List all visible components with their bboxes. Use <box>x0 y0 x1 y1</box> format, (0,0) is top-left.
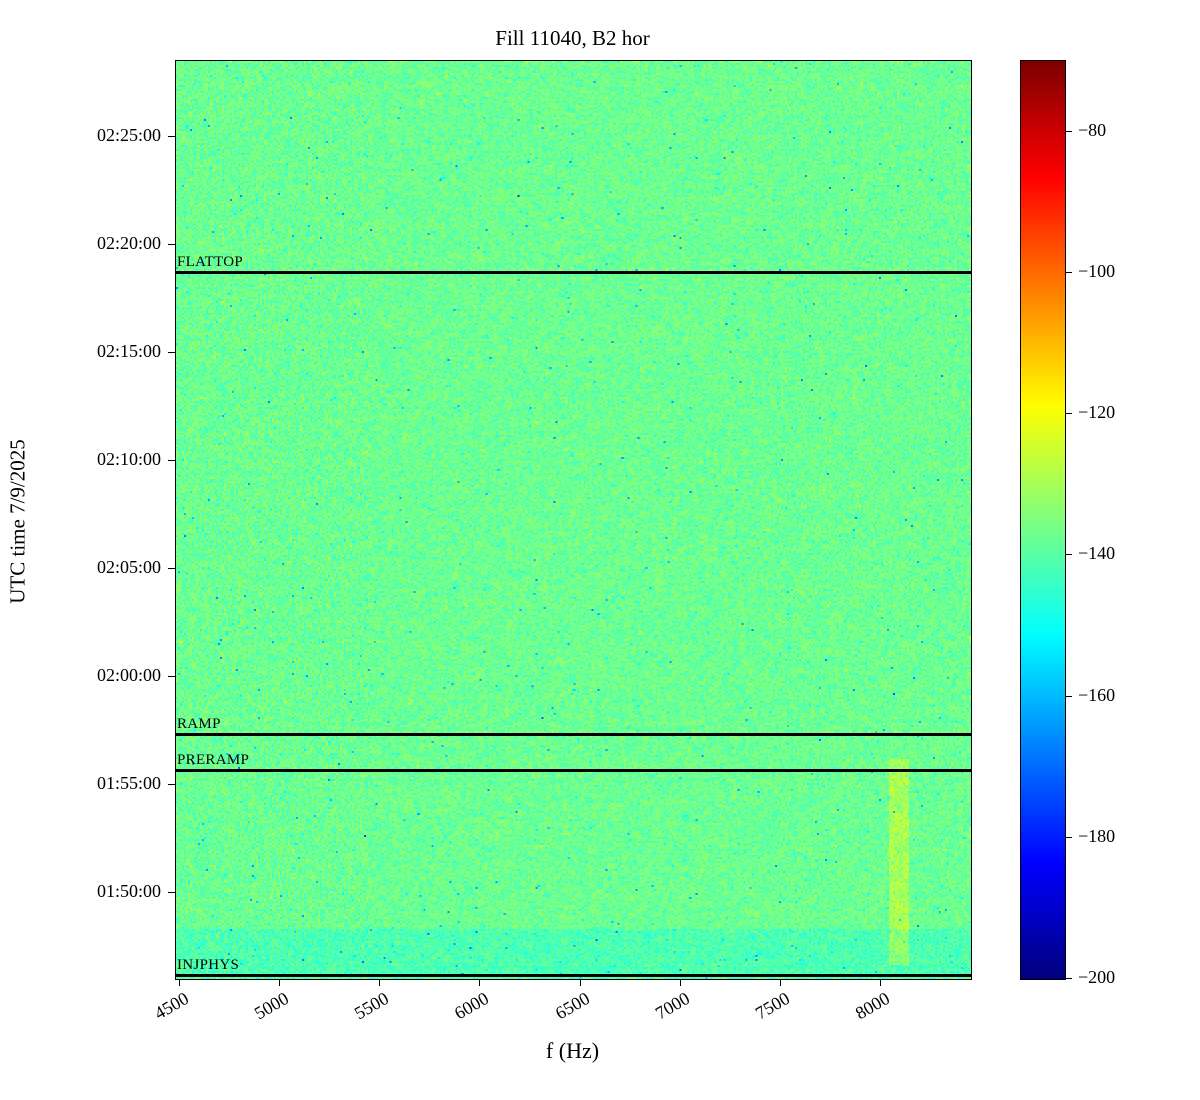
colorbar-tick-label: −80 <box>1078 119 1107 140</box>
y-tick-mark <box>168 783 175 785</box>
chart-title: Fill 11040, B2 hor <box>495 26 650 50</box>
y-axis-label: UTC time 7/9/2025 <box>5 439 30 604</box>
x-axis-label: f (Hz) <box>545 1038 600 1063</box>
y-tick-label: 01:50:00 <box>96 880 161 901</box>
x-tick-mark <box>579 979 581 986</box>
colorbar-tick-mark <box>1065 836 1072 838</box>
beam-mode-label-injphys: INJPHYS <box>177 956 240 973</box>
y-tick-label: 02:20:00 <box>96 232 161 253</box>
y-tick-mark <box>168 459 175 461</box>
spectrogram-plot <box>175 60 972 980</box>
y-tick-mark <box>168 891 175 893</box>
x-tick-mark <box>379 979 381 986</box>
colorbar-tick-mark <box>1065 130 1072 132</box>
colorbar-tick-label: −180 <box>1078 825 1116 846</box>
colorbar-tick-mark <box>1065 978 1072 979</box>
y-tick-mark <box>168 243 175 245</box>
y-tick-label: 02:25:00 <box>96 124 161 145</box>
x-tick-mark <box>679 979 681 986</box>
colorbar-tick-label: −160 <box>1078 684 1116 705</box>
y-tick-mark <box>168 351 175 353</box>
beam-mode-line-flattop <box>175 270 971 274</box>
y-tick-label: 01:55:00 <box>96 772 161 793</box>
x-tick-mark <box>879 979 881 986</box>
colorbar-tick-mark <box>1065 271 1072 273</box>
y-tick-label: 02:05:00 <box>96 556 161 577</box>
beam-mode-line-ramp <box>175 733 971 737</box>
y-tick-label: 02:15:00 <box>96 340 161 361</box>
y-tick-mark <box>168 567 175 569</box>
x-tick-mark <box>779 979 781 986</box>
colorbar-tick-label: −120 <box>1078 402 1116 423</box>
colorbar-canvas <box>1021 61 1065 979</box>
colorbar-tick-label: −100 <box>1078 260 1116 281</box>
beam-mode-line-preramp <box>175 769 971 773</box>
beam-mode-label-ramp: RAMP <box>177 716 221 733</box>
colorbar <box>1020 60 1066 980</box>
beam-mode-line-injphys <box>175 973 971 977</box>
beam-mode-label-preramp: PRERAMP <box>177 752 250 769</box>
colorbar-tick-label: −140 <box>1078 543 1116 564</box>
y-tick-label: 02:00:00 <box>96 664 161 685</box>
colorbar-tick-mark <box>1065 413 1072 415</box>
y-tick-label: 02:10:00 <box>96 448 161 469</box>
x-tick-mark <box>479 979 481 986</box>
y-tick-mark <box>168 135 175 137</box>
colorbar-tick-mark <box>1065 695 1072 697</box>
y-tick-mark <box>168 675 175 677</box>
heatmap-canvas <box>176 61 971 979</box>
x-tick-mark <box>179 979 180 986</box>
colorbar-tick-mark <box>1065 554 1072 556</box>
x-tick-mark <box>279 979 281 986</box>
beam-mode-label-flattop: FLATTOP <box>177 253 244 270</box>
colorbar-tick-label: −200 <box>1078 967 1116 987</box>
